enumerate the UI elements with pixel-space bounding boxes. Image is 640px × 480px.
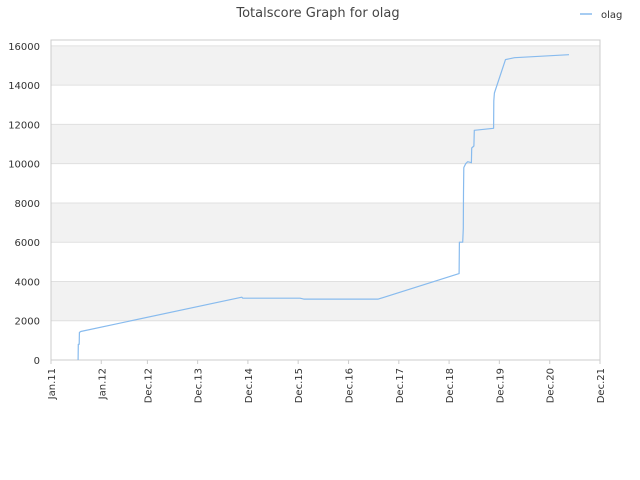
- plot-border: [50, 39, 601, 361]
- x-tick-label: Dec.16: [345, 368, 356, 403]
- y-axis-tick-labels: 0 2000 4000 6000 8000 10000 12000 14000 16000: [8, 42, 40, 367]
- plot-frame: [50, 39, 601, 364]
- legend[interactable]: olag: [580, 10, 622, 21]
- x-tick-label: Dec.19: [495, 368, 506, 403]
- x-tick-label: Dec.15: [294, 368, 305, 403]
- y-tick-label: 2000: [15, 317, 40, 328]
- gridlines: [51, 45, 600, 361]
- chart-title: Totalscore Graph for olag: [235, 6, 399, 21]
- y-tick-label: 4000: [15, 277, 40, 288]
- series-line-olag: [77, 54, 570, 361]
- series-olag: [77, 54, 570, 361]
- x-tick-label: Dec.21: [596, 368, 607, 403]
- x-tick-label: Jan.12: [97, 368, 108, 400]
- x-tick-label: Dec.12: [143, 368, 154, 403]
- plot-band: [51, 202, 600, 243]
- y-tick-label: 16000: [8, 42, 40, 53]
- plot-bands: [51, 45, 600, 321]
- x-tick-label: Dec.13: [194, 368, 205, 403]
- x-tick-label: Dec.18: [445, 368, 456, 403]
- y-tick-label: 6000: [15, 238, 40, 249]
- x-tick-label: Dec.20: [546, 368, 557, 403]
- plot-band: [51, 45, 600, 86]
- plot-band: [51, 124, 600, 164]
- x-tick-label: Jan.11: [47, 368, 58, 400]
- plot-band: [51, 281, 600, 321]
- y-tick-label: 0: [34, 356, 40, 367]
- y-tick-label: 12000: [8, 120, 40, 131]
- x-tick-label: Dec.17: [395, 368, 406, 403]
- legend-label-olag: olag: [601, 10, 622, 21]
- x-tick-label: Dec.14: [244, 368, 255, 403]
- y-tick-label: 14000: [8, 81, 40, 92]
- x-axis-tick-labels: Jan.11 Jan.12 Dec.12 Dec.13 Dec.14 Dec.15 Dec.…: [47, 368, 607, 403]
- y-tick-label: 10000: [8, 160, 40, 171]
- y-tick-label: 8000: [15, 199, 40, 210]
